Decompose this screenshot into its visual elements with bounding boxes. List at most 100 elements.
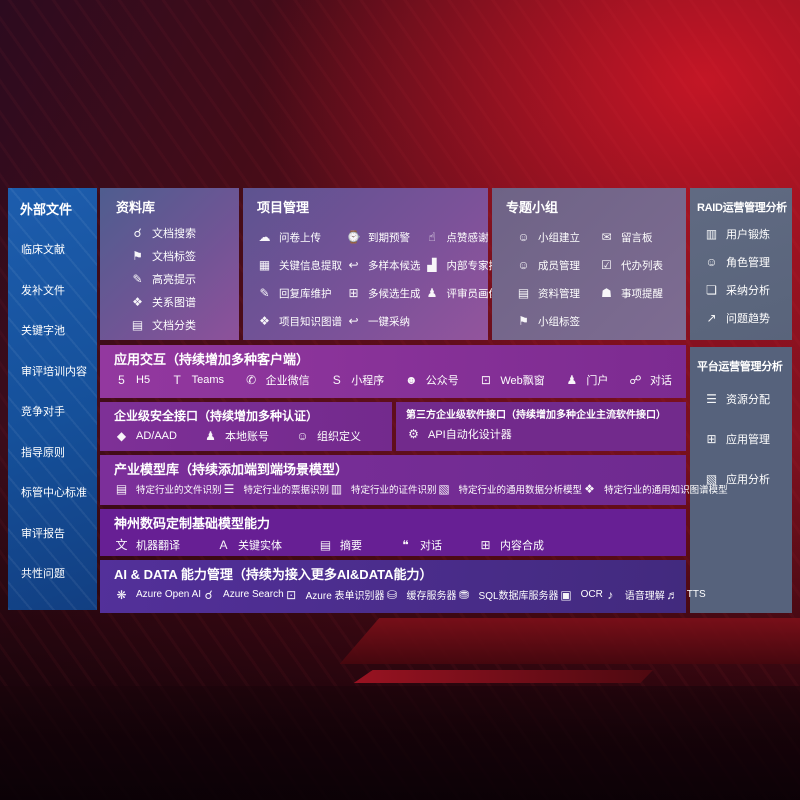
item-label: 发补文件	[21, 284, 65, 297]
list-item: ♪ 语音理解	[603, 587, 665, 603]
reply-maintain-icon: ✎	[259, 286, 270, 301]
message-board-icon: ✉	[601, 230, 612, 245]
item-label: 特定行业的文件识别	[136, 485, 222, 497]
list-item: ❖ 特定行业的通用知识图谱模型	[582, 482, 728, 497]
band-base-models: 神州数码定制基础模型能力 文机器翻译 A 关键实体 ▤ 摘要 ❝ 对话 ⊞ 内容合成	[100, 509, 686, 556]
miniprogram-icon: S	[332, 373, 341, 388]
band-title: 神州数码定制基础模型能力	[114, 516, 271, 531]
item-label: 文档分类	[152, 320, 196, 333]
list-item: ⊡ Web飘窗	[478, 372, 545, 388]
band-title: 产业模型库（持续添加端到端场景模型）	[114, 462, 349, 477]
item-label: SQL数据库服务器	[478, 591, 559, 603]
item-label: 机器翻译	[136, 539, 180, 552]
list-item: ▤ 文档分类	[130, 317, 239, 333]
list-item: ❝ 对话	[398, 537, 442, 553]
panel-topic-groups: 专题小组 ☺ 小组建立 ☺ 成员管理 ▤ 资料管理 ⚑ 小组标签 ✉ 留言板 ☑ 代办列表 ☗ 事项提醒	[492, 188, 686, 340]
summary-doc-icon: ▤	[319, 537, 332, 552]
band-title: 第三方企业级软件接口（持续增加多种企业主流软件接口）	[406, 410, 666, 421]
list-item: ⚙ API自动化设计器	[406, 426, 512, 442]
list-item: 临床文献	[21, 241, 97, 257]
list-item: ✎ 高亮提示	[130, 271, 239, 287]
list-item: ☌ 文档搜索	[130, 225, 239, 241]
list-item: ❋ Azure Open AI	[114, 588, 201, 602]
group-tag-icon: ⚑	[518, 314, 529, 329]
machine-translate-icon: 文	[115, 538, 128, 553]
repository-list: ☌ 文档搜索 ⚑ 文档标签 ✎ 高亮提示 ❖ 关系图谱 ▤ 文档分类	[100, 215, 239, 345]
key-entity-icon: A	[219, 537, 228, 552]
ocr-icon: ▣	[560, 587, 572, 602]
item-label: 共性问题	[21, 568, 65, 581]
list-item: ↩ 多样本候选	[346, 258, 421, 273]
security-list: ◆ AD/AAD ♟ 本地账号 ☺ 组织定义	[100, 423, 392, 444]
panel-repository: 资料库 ☌ 文档搜索 ⚑ 文档标签 ✎ 高亮提示 ❖ 关系图谱 ▤ 文档分类	[100, 188, 239, 340]
doc-classify-icon: ▤	[131, 318, 144, 333]
ad-aad-shield-icon: ◆	[116, 429, 127, 444]
band-title: 企业级安全接口（持续增加多种认证）	[114, 409, 319, 423]
list-item: T Teams	[170, 373, 224, 387]
role-manage-icon: ☺	[705, 255, 718, 270]
project-list: ☁ 问卷上传 ▦ 关键信息提取 ✎ 回复库维护 ❖ 项目知识图谱 ⌚ 到期预警 ↩ 多样本候选 ⊞ 多候选…	[243, 215, 510, 345]
item-label: 特定行业的票据识别	[243, 485, 330, 497]
tts-icon: ♬	[666, 587, 679, 602]
portal-icon: ♟	[566, 373, 578, 388]
list-item: ❖ 项目知识图谱	[257, 314, 342, 329]
list-item: ❖ 关系图谱	[130, 294, 239, 310]
item-label: Azure 表单识别器	[305, 591, 385, 603]
item-label: 标管中心标准	[21, 487, 87, 500]
panel-external-files: 外部文件 临床文献 发补文件 关键字池 审评培训内容 竞争对手 指导原则 标管中心标准 审评报…	[8, 188, 97, 610]
content-synthesis-icon: ⊞	[480, 537, 491, 552]
item-label: 评审员画像	[446, 287, 500, 300]
item-label: 特定行业的通用知识图谱模型	[604, 485, 728, 497]
item-label: 点赞感谢	[446, 231, 489, 244]
list-item: 关键字池	[21, 322, 97, 338]
item-label: 多样本候选	[368, 259, 421, 272]
list-item: ✎ 回复库维护	[257, 286, 342, 301]
highlight-pencil-icon: ✎	[132, 272, 143, 287]
item-label: 门户	[586, 375, 609, 388]
cloud-upload-icon: ☁	[258, 230, 271, 245]
knowledge-graph-icon: ❖	[259, 314, 270, 329]
todo-list-icon: ☑	[601, 258, 612, 273]
wechat-work-icon: ✆	[246, 373, 257, 388]
laptop-base-silhouette	[353, 670, 653, 683]
band-industry-models: 产业模型库（持续添加端到端场景模型） ▤ 特定行业的文件识别 ☰ 特定行业的票据识别 ▥…	[100, 455, 728, 505]
industry-doc-icon: ▤	[115, 482, 128, 497]
thirdparty-list: ⚙ API自动化设计器	[396, 421, 686, 442]
one-click-adopt-icon: ↩	[348, 314, 359, 329]
list-item: ▧ 应用分析	[704, 471, 792, 487]
list-item: ↩ 一键采纳	[346, 314, 421, 329]
list-item: 竞争对手	[21, 403, 97, 419]
list-item: ⊞ 多候选生成	[346, 286, 421, 301]
adoption-analysis-icon: ❏	[706, 283, 717, 298]
list-item: ▥ 特定行业的证件识别	[329, 482, 437, 496]
item-label: 对话	[420, 539, 442, 552]
web-popup-icon: ⊡	[480, 373, 491, 388]
item-label: Teams	[191, 374, 225, 387]
item-label: 审评培训内容	[21, 365, 87, 378]
band-ai-data: AI & DATA 能力管理（持续为接入更多AI&DATA能力） ❋ Azure …	[100, 560, 706, 613]
item-label: 语音理解	[624, 591, 665, 603]
list-item: 标管中心标准	[21, 484, 97, 500]
item-label: 多候选生成	[368, 287, 421, 300]
list-item: ▥ 用户锻炼	[704, 226, 792, 242]
panel-project-management: 项目管理 ☁ 问卷上传 ▦ 关键信息提取 ✎ 回复库维护 ❖ 项目知识图谱 ⌚ 到期预警 ↩ 多样本候…	[243, 188, 510, 340]
cache-server-icon: ⛁	[387, 587, 398, 602]
list-item: ▣ OCR	[559, 587, 602, 602]
doc-tag-icon: ⚑	[132, 249, 143, 264]
item-label: 企业微信	[265, 375, 310, 388]
panel-title: RAID运营管理分析	[697, 202, 787, 214]
list-item: 5 H5	[114, 373, 150, 387]
teams-icon: T	[173, 373, 181, 388]
app-manage-icon: ⊞	[706, 432, 717, 447]
list-item: ⛁ 缓存服务器	[385, 587, 457, 603]
list-item: ☍ 对话	[628, 372, 672, 388]
panel-title: 外部文件	[20, 202, 73, 217]
bottom-shadow	[0, 686, 800, 800]
list-item: ☝ 点赞感谢	[425, 230, 510, 245]
item-label: TTS	[686, 589, 706, 601]
org-define-icon: ☺	[296, 429, 309, 444]
item-label: 用户锻炼	[726, 229, 770, 242]
basemodel-list: 文机器翻译 A 关键实体 ▤ 摘要 ❝ 对话 ⊞ 内容合成	[100, 531, 686, 553]
sql-database-icon: ⛃	[459, 587, 470, 602]
